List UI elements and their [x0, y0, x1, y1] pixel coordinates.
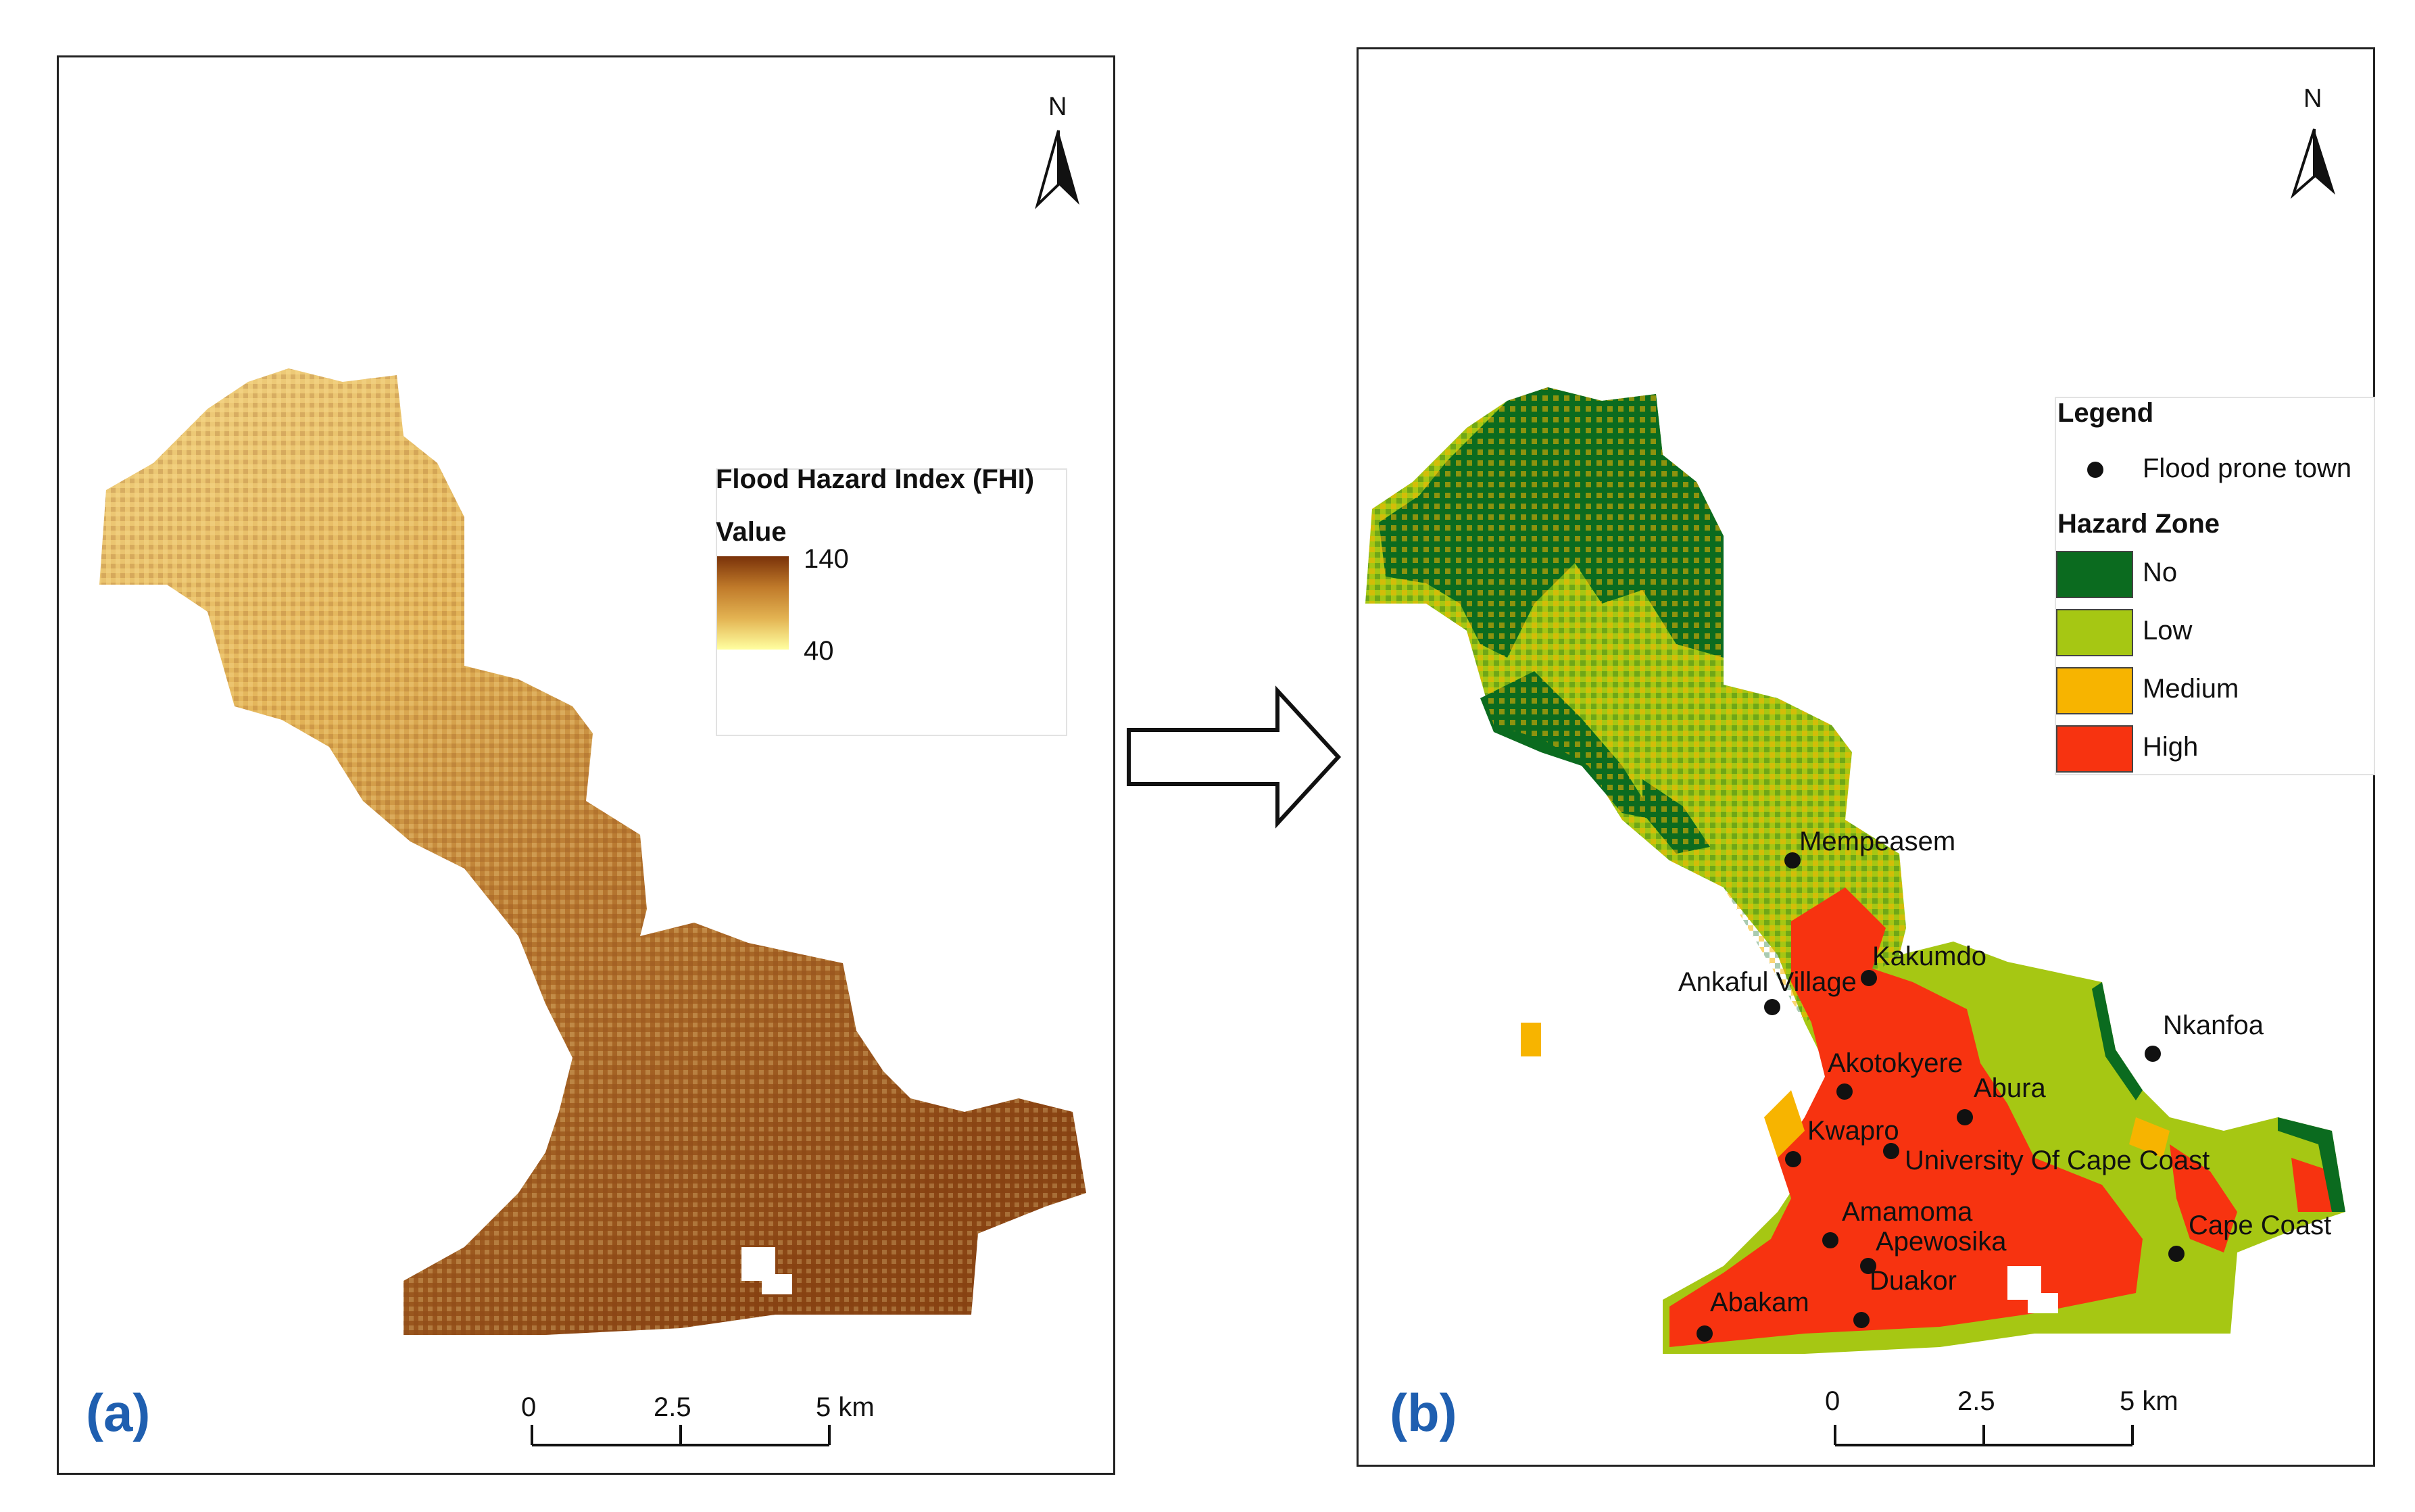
town-dot[interactable] — [1836, 1083, 1853, 1100]
scale-bar-b — [1834, 1425, 2134, 1446]
town-dot[interactable] — [1697, 1325, 1713, 1342]
zone-swatch-high — [2056, 725, 2133, 773]
transition-arrow-icon — [1127, 685, 1342, 829]
town-dot[interactable] — [1957, 1109, 1973, 1125]
town-label: Nkanfoa — [2163, 1010, 2264, 1040]
scale-label-2-5: 2.5 — [654, 1392, 691, 1422]
hazard-zone-title: Hazard Zone — [2057, 509, 2220, 539]
zone-swatch-medium — [2056, 667, 2133, 714]
fhi-legend-max: 140 — [804, 544, 849, 574]
town-dot[interactable] — [1860, 1258, 1876, 1274]
town-label: Amamoma — [1842, 1197, 1973, 1227]
north-label: N — [2303, 84, 2322, 113]
panel-b-hazard-zone-map: N Legend Flood prone town Hazard Zone No… — [1357, 47, 2375, 1467]
town-label: Mempeasem — [1799, 827, 1956, 856]
zone-swatch-low — [2056, 609, 2133, 656]
fhi-color-ramp — [717, 556, 789, 650]
zone-label-low: Low — [2143, 616, 2193, 645]
town-dot[interactable] — [1822, 1232, 1838, 1248]
panel-a-letter: (a) — [86, 1383, 151, 1442]
north-label: N — [1048, 93, 1067, 121]
hazard-legend-town-label: Flood prone town — [2143, 454, 2352, 483]
town-dot[interactable] — [1853, 1312, 1870, 1328]
scale-bar-a — [531, 1425, 831, 1446]
town-label: Ankaful Village — [1678, 967, 1857, 997]
town-label: Abura — [1974, 1073, 2046, 1103]
panel-a-fhi-map: N Flood Hazard Index (FHI) Value 140 40 … — [57, 55, 1115, 1475]
town-label: Apewosika — [1876, 1227, 2007, 1257]
town-label: Abakam — [1710, 1288, 1809, 1317]
flood-prone-town-dot-icon — [2087, 462, 2103, 478]
town-label: Akotokyere — [1828, 1048, 1963, 1078]
scale-label-0: 0 — [521, 1392, 537, 1422]
town-dot[interactable] — [1764, 999, 1780, 1015]
town-label: Kakumdo — [1872, 942, 1986, 971]
town-label: Cape Coast — [2189, 1211, 2332, 1240]
zone-swatch-no — [2056, 551, 2133, 598]
hazard-zone-map-svg — [1365, 128, 2345, 1446]
town-label: Kwapro — [1807, 1116, 1899, 1146]
scale-label-5km: 5 km — [816, 1392, 875, 1422]
hazard-legend-title: Legend — [2057, 398, 2154, 428]
town-dot[interactable] — [1784, 852, 1801, 869]
scale-label-0: 0 — [1825, 1386, 1840, 1416]
zone-label-high: High — [2143, 732, 2199, 762]
fhi-legend-subtitle: Value — [716, 517, 787, 547]
town-label: University Of Cape Coast — [1905, 1146, 2210, 1175]
north-arrow-icon — [1035, 130, 1079, 210]
town-label: Duakor — [1870, 1266, 1957, 1296]
fhi-legend-min: 40 — [804, 636, 834, 666]
town-dot[interactable] — [1861, 970, 1877, 986]
town-dot[interactable] — [2168, 1246, 2185, 1262]
north-arrow-icon — [2290, 128, 2335, 199]
fhi-catchment — [99, 368, 1086, 1335]
hazard-zone-catchment — [1365, 387, 2345, 1354]
zone-label-no: No — [2143, 558, 2178, 587]
fhi-legend-title: Flood Hazard Index (FHI) — [716, 464, 1035, 494]
zone-label-medium: Medium — [2143, 674, 2239, 704]
town-dot[interactable] — [1785, 1151, 1801, 1167]
panel-b-letter: (b) — [1390, 1383, 1457, 1442]
hazard-legend: Legend Flood prone town Hazard Zone No L… — [2055, 397, 2375, 775]
town-dot[interactable] — [1883, 1143, 1899, 1159]
fhi-legend: Flood Hazard Index (FHI) Value 140 40 — [716, 464, 1067, 736]
scale-label-2-5: 2.5 — [1957, 1386, 1995, 1416]
fhi-map-svg — [99, 130, 1086, 1446]
scale-label-5km: 5 km — [2120, 1386, 2178, 1416]
town-dot[interactable] — [2145, 1046, 2161, 1062]
